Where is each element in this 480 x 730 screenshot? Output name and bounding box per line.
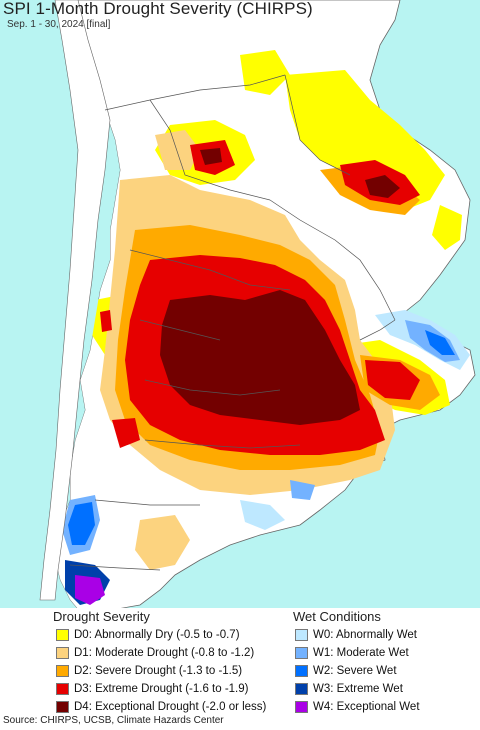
legend-item-d1: D1: Moderate Drought (-0.8 to -1.2) bbox=[56, 644, 254, 661]
legend-swatch bbox=[295, 700, 308, 713]
legend-item-d3: D3: Extreme Drought (-1.6 to -1.9) bbox=[56, 680, 248, 697]
legend: Drought Severity Wet Conditions D0: Abno… bbox=[0, 608, 480, 715]
legend-label: D0: Abnormally Dry (-0.5 to -0.7) bbox=[74, 628, 240, 641]
legend-drought-heading: Drought Severity bbox=[53, 609, 150, 624]
legend-swatch bbox=[295, 646, 308, 659]
drought-map bbox=[0, 0, 480, 612]
legend-swatch bbox=[56, 700, 69, 713]
legend-wet-heading: Wet Conditions bbox=[293, 609, 381, 624]
legend-item-d0: D0: Abnormally Dry (-0.5 to -0.7) bbox=[56, 626, 240, 643]
chile-strip bbox=[39, 0, 111, 601]
source-credit: Source: CHIRPS, UCSB, Climate Hazards Ce… bbox=[3, 715, 224, 726]
legend-swatch bbox=[295, 682, 308, 695]
legend-item-w1: W1: Moderate Wet bbox=[295, 644, 409, 661]
legend-label: W2: Severe Wet bbox=[313, 664, 397, 677]
map-title: SPI 1-Month Drought Severity (CHIRPS) bbox=[3, 0, 313, 18]
legend-label: D1: Moderate Drought (-0.8 to -1.2) bbox=[74, 646, 255, 659]
legend-swatch bbox=[295, 628, 308, 641]
legend-swatch bbox=[295, 664, 308, 677]
legend-label: W4: Exceptional Wet bbox=[313, 700, 420, 713]
country-borders bbox=[69, 74, 396, 571]
legend-item-w2: W2: Severe Wet bbox=[295, 662, 397, 679]
legend-item-d4: D4: Exceptional Drought (-2.0 or less) bbox=[56, 698, 266, 715]
legend-label: D2: Severe Drought (-1.3 to -1.5) bbox=[74, 664, 243, 677]
legend-label: W0: Abnormally Wet bbox=[313, 628, 417, 641]
legend-swatch bbox=[56, 646, 69, 659]
legend-item-d2: D2: Severe Drought (-1.3 to -1.5) bbox=[56, 662, 242, 679]
legend-label: D4: Exceptional Drought (-2.0 or less) bbox=[74, 700, 267, 713]
legend-swatch bbox=[56, 682, 69, 695]
atlantic-ocean bbox=[330, 0, 480, 612]
d4-areas bbox=[160, 148, 400, 425]
legend-swatch bbox=[56, 664, 69, 677]
legend-label: W3: Extreme Wet bbox=[313, 682, 403, 695]
legend-item-w3: W3: Extreme Wet bbox=[295, 680, 403, 697]
map-subtitle: Sep. 1 - 30, 2024 [final] bbox=[7, 19, 111, 30]
legend-item-w4: W4: Exceptional Wet bbox=[295, 698, 420, 715]
legend-swatch bbox=[56, 628, 69, 641]
wet-areas bbox=[62, 310, 470, 605]
legend-label: W1: Moderate Wet bbox=[313, 646, 409, 659]
legend-label: D3: Extreme Drought (-1.6 to -1.9) bbox=[74, 682, 249, 695]
legend-item-w0: W0: Abnormally Wet bbox=[295, 626, 417, 643]
